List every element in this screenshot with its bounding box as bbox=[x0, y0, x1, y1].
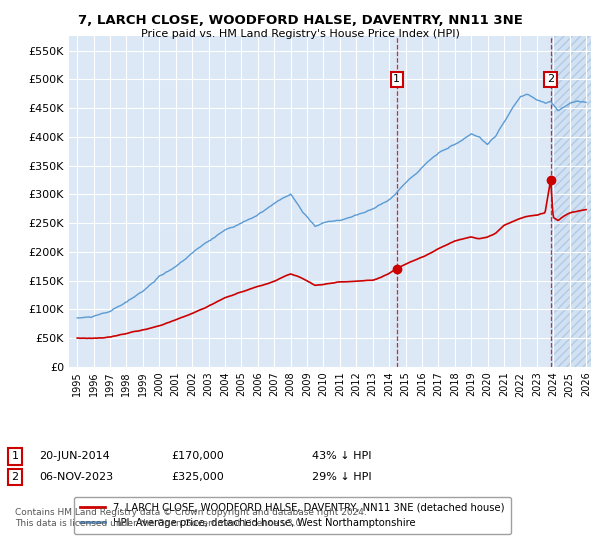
Text: 43% ↓ HPI: 43% ↓ HPI bbox=[312, 451, 371, 461]
Legend: 7, LARCH CLOSE, WOODFORD HALSE, DAVENTRY, NN11 3NE (detached house), HPI: Averag: 7, LARCH CLOSE, WOODFORD HALSE, DAVENTRY… bbox=[74, 497, 511, 534]
Text: 20-JUN-2014: 20-JUN-2014 bbox=[39, 451, 110, 461]
Text: 1: 1 bbox=[11, 451, 19, 461]
Text: Price paid vs. HM Land Registry's House Price Index (HPI): Price paid vs. HM Land Registry's House … bbox=[140, 29, 460, 39]
Text: Contains HM Land Registry data © Crown copyright and database right 2024.
This d: Contains HM Land Registry data © Crown c… bbox=[15, 508, 367, 528]
Bar bbox=[551, 36, 591, 367]
Text: 1: 1 bbox=[394, 74, 400, 85]
Text: 2: 2 bbox=[547, 74, 554, 85]
Text: 2: 2 bbox=[11, 472, 19, 482]
Text: £170,000: £170,000 bbox=[171, 451, 224, 461]
Text: 06-NOV-2023: 06-NOV-2023 bbox=[39, 472, 113, 482]
Text: 29% ↓ HPI: 29% ↓ HPI bbox=[312, 472, 371, 482]
Text: £325,000: £325,000 bbox=[171, 472, 224, 482]
Text: 7, LARCH CLOSE, WOODFORD HALSE, DAVENTRY, NN11 3NE: 7, LARCH CLOSE, WOODFORD HALSE, DAVENTRY… bbox=[77, 14, 523, 27]
